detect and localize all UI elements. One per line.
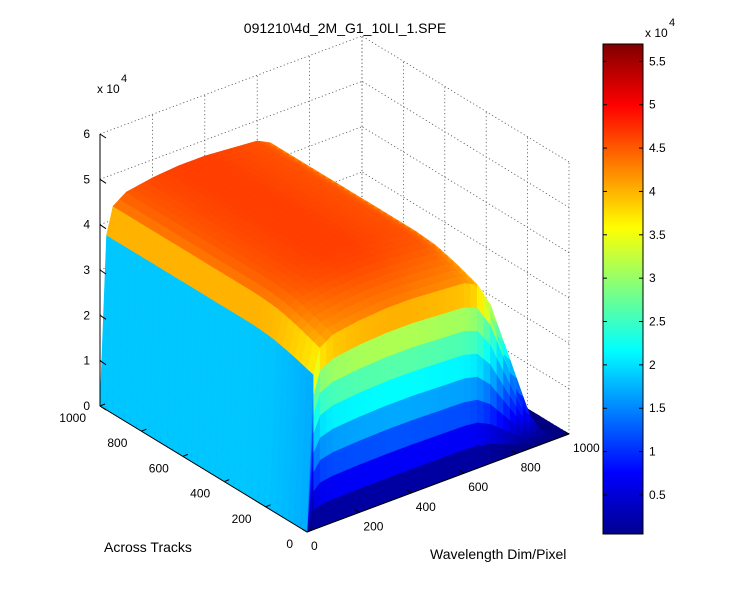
grid-line [99, 35, 363, 135]
chart-title: 091210\4d_2M_G1_10LI_1.SPE [244, 20, 446, 36]
surface-plot [99, 140, 570, 533]
grid-line [361, 35, 570, 163]
grid-line [99, 80, 363, 180]
grid-line [361, 80, 570, 208]
grid-line [99, 126, 363, 226]
